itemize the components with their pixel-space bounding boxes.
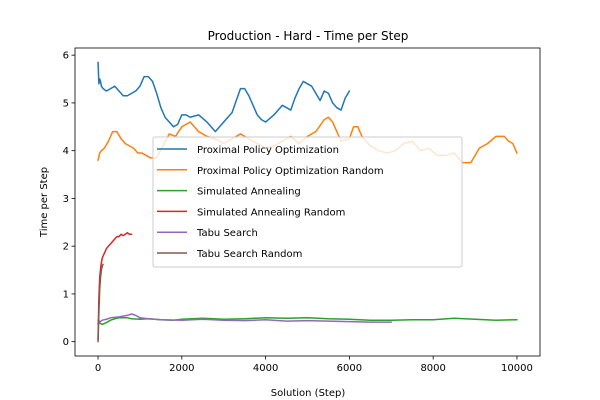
y-tick-label: 6	[63, 51, 69, 62]
y-tick-label: 2	[63, 242, 69, 253]
y-tick-label: 5	[63, 98, 69, 109]
legend-entry-label: Proximal Policy Optimization Random	[197, 166, 384, 177]
series-line-3	[97, 317, 518, 326]
legend-entry-label: Tabu Search	[196, 228, 258, 239]
legend: Proximal Policy Optimization Proximal Pol…	[152, 136, 463, 268]
y-axis-ticks: 0 1 2 3 4 5 6	[63, 51, 75, 348]
x-tick-label: 4000	[253, 363, 278, 374]
series-line-6	[97, 263, 104, 343]
y-tick-label: 1	[63, 289, 69, 300]
y-tick-label: 4	[63, 146, 69, 157]
legend-entry-label: Proximal Policy Optimization	[197, 145, 339, 156]
chart-title: Production - Hard - Time per Step	[208, 29, 409, 43]
plot-area-frame	[74, 47, 541, 357]
series-line-1	[97, 61, 351, 133]
legend-entry-label: Simulated Annealing	[197, 187, 301, 198]
legend-entry-label: Simulated Annealing Random	[197, 207, 345, 218]
legend-box	[152, 136, 463, 268]
y-tick-label: 0	[63, 337, 69, 348]
x-axis-ticks: 0 2000 4000 6000 8000 10000	[95, 356, 533, 374]
y-tick-label: 3	[63, 194, 69, 205]
x-tick-label: 6000	[337, 363, 362, 374]
series-line-5	[97, 313, 393, 323]
x-axis-label: Solution (Step)	[271, 388, 346, 399]
x-tick-label: 10000	[501, 363, 533, 374]
x-tick-label: 2000	[169, 363, 194, 374]
legend-entry-label: Tabu Search Random	[196, 249, 302, 260]
y-axis-label: Time per Step	[39, 167, 50, 238]
x-tick-label: 0	[95, 363, 101, 374]
x-tick-label: 8000	[420, 363, 445, 374]
series-line-4	[97, 232, 133, 341]
